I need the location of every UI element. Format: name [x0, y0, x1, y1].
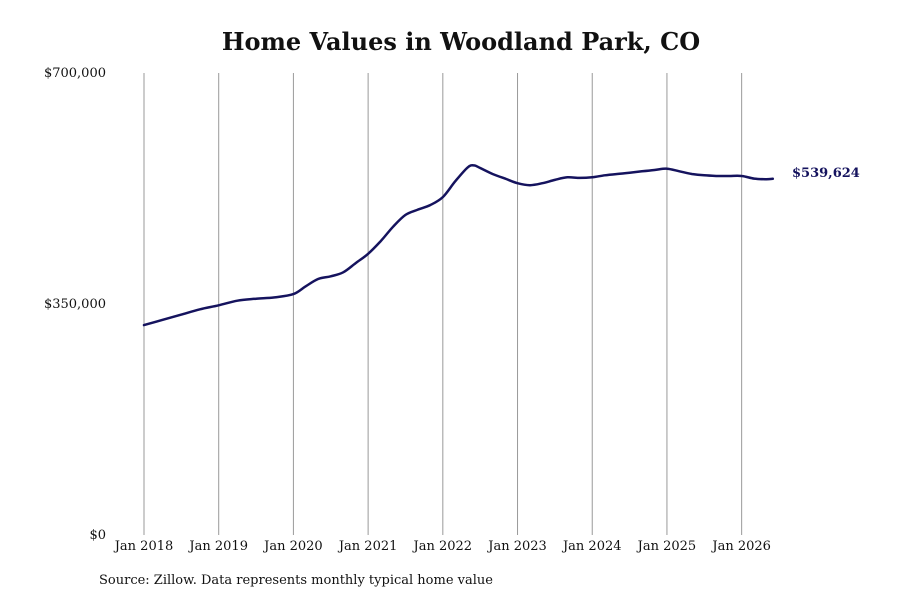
x-tick-label: Jan 2019 — [187, 539, 248, 554]
y-tick-label: $350,000 — [44, 297, 106, 312]
x-tick-label: Jan 2024 — [561, 539, 622, 554]
y-axis: $0 $350,000 $700,000 — [44, 66, 106, 543]
y-tick-label: $0 — [89, 528, 106, 543]
x-axis: Jan 2018 Jan 2019 Jan 2020 Jan 2021 Jan 2022… — [113, 539, 771, 554]
y-tick-label: $700,000 — [44, 66, 106, 81]
x-tick-label: Jan 2018 — [113, 539, 174, 554]
x-tick-label: Jan 2023 — [486, 539, 547, 554]
vertical-gridlines — [143, 73, 743, 535]
source-note: Source: Zillow. Data represents monthly … — [99, 573, 493, 588]
chart-title: Home Values in Woodland Park, CO — [221, 27, 701, 56]
x-tick-label: Jan 2020 — [262, 539, 323, 554]
x-tick-label: Jan 2022 — [412, 539, 473, 554]
x-tick-label: Jan 2021 — [337, 539, 398, 554]
home-value-line — [142, 164, 775, 327]
end-value-label: $539,624 — [792, 166, 860, 181]
x-tick-label: Jan 2026 — [710, 539, 771, 554]
x-tick-label: Jan 2025 — [636, 539, 697, 554]
